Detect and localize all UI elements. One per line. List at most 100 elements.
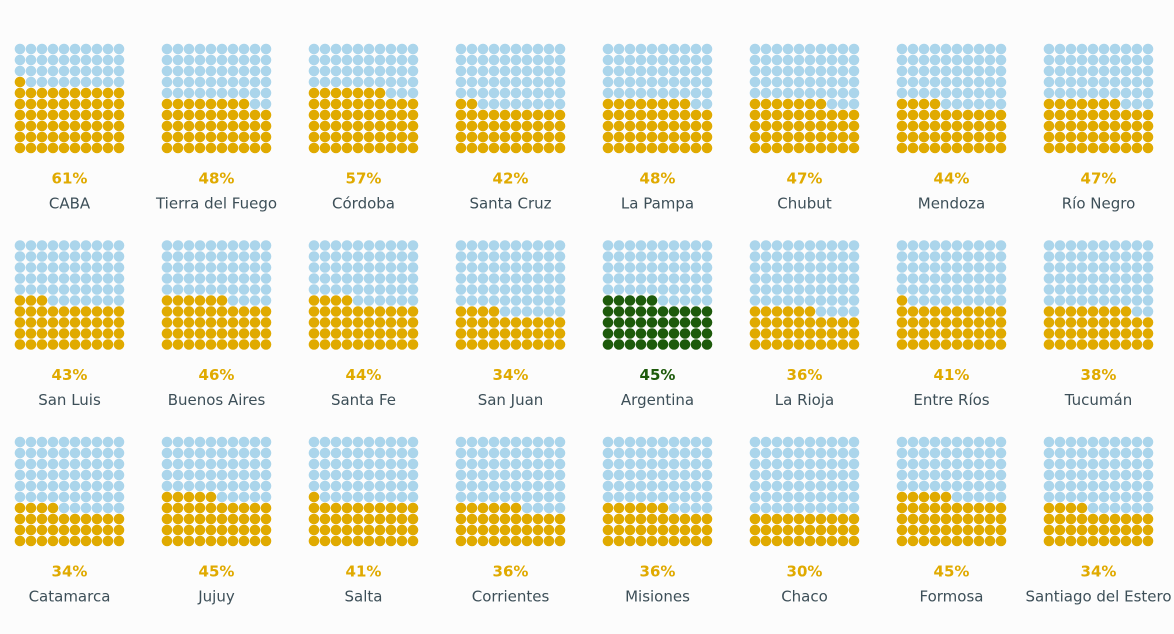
dot (1109, 339, 1121, 350)
dot (543, 469, 555, 481)
dot (896, 98, 908, 110)
dot (701, 295, 713, 306)
dot (657, 535, 669, 547)
dot (907, 87, 919, 99)
dot (319, 469, 331, 481)
dot (227, 142, 239, 154)
dot (1076, 273, 1088, 284)
dot (668, 491, 680, 503)
dot (341, 240, 353, 251)
dot (1043, 535, 1055, 547)
dot (407, 109, 419, 121)
dot (58, 142, 70, 154)
dot (815, 240, 827, 251)
dot (341, 43, 353, 55)
dot (407, 306, 419, 317)
dot (848, 447, 860, 459)
dot (102, 513, 114, 525)
dot (172, 284, 184, 295)
dot (1131, 306, 1143, 317)
dot (183, 535, 195, 547)
dot (554, 328, 566, 339)
dot (1065, 54, 1077, 66)
dot (1142, 447, 1154, 459)
dot (815, 436, 827, 448)
dot (113, 513, 125, 525)
dot (962, 535, 974, 547)
dot (1065, 76, 1077, 88)
value-label: 36% (787, 366, 823, 384)
dot (194, 43, 206, 55)
dot (984, 240, 996, 251)
value-label: 30% (787, 563, 823, 581)
dot (36, 109, 48, 121)
dot (749, 535, 761, 547)
dot (341, 54, 353, 66)
dot (385, 436, 397, 448)
dot (374, 273, 386, 284)
dot (1076, 65, 1088, 77)
dot (602, 306, 614, 317)
dot (635, 491, 647, 503)
dot (635, 295, 647, 306)
dot (308, 513, 320, 525)
dot (25, 447, 37, 459)
dot (80, 87, 92, 99)
dot (973, 480, 985, 492)
dot (848, 273, 860, 284)
dot (161, 502, 173, 514)
dot (183, 317, 195, 328)
dot (260, 480, 272, 492)
dot (113, 458, 125, 470)
dot (352, 120, 364, 132)
dot (782, 76, 794, 88)
dot (521, 328, 533, 339)
dot (25, 295, 37, 306)
dot (613, 142, 625, 154)
dot (962, 98, 974, 110)
dot (161, 87, 173, 99)
dot (804, 262, 816, 273)
dot (1087, 295, 1099, 306)
dot (91, 98, 103, 110)
dot (385, 535, 397, 547)
dot (995, 436, 1007, 448)
dot (477, 513, 489, 525)
dot (896, 251, 908, 262)
dot (804, 447, 816, 459)
dot (951, 109, 963, 121)
dot (1043, 142, 1055, 154)
dot (635, 284, 647, 295)
dot (58, 251, 70, 262)
dot (918, 43, 930, 55)
dot (47, 87, 59, 99)
dot (1076, 98, 1088, 110)
dot (668, 54, 680, 66)
dot (782, 480, 794, 492)
dot (918, 273, 930, 284)
dot (80, 458, 92, 470)
dot (1109, 535, 1121, 547)
dot (363, 458, 375, 470)
dot (216, 447, 228, 459)
dot (260, 109, 272, 121)
dot (36, 43, 48, 55)
dot (848, 120, 860, 132)
dot (466, 65, 478, 77)
dot (701, 131, 713, 143)
dot (477, 469, 489, 481)
dot (227, 120, 239, 132)
dot (793, 458, 805, 470)
dot (690, 131, 702, 143)
dot (984, 120, 996, 132)
dot (896, 295, 908, 306)
dot (907, 273, 919, 284)
dot (47, 491, 59, 503)
dot (701, 142, 713, 154)
dot (172, 295, 184, 306)
dot (701, 87, 713, 99)
dot (815, 491, 827, 503)
category-label: Río Negro (1062, 195, 1136, 213)
dot (951, 502, 963, 514)
dot (308, 273, 320, 284)
